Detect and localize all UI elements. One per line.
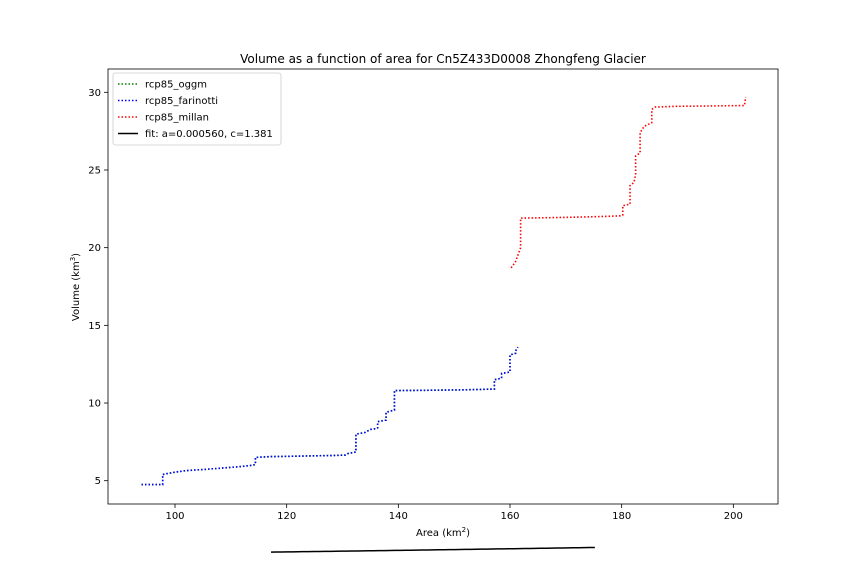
legend: rcp85_oggm rcp85_farinotti rcp85_millanfit… — [112, 72, 282, 146]
y-axis-label: Volume (km3) — [69, 253, 82, 321]
x-tick-label: 100 — [165, 511, 184, 522]
plot-frame — [107, 68, 779, 505]
x-tick-label: 180 — [612, 511, 631, 522]
legend-item-label: fit: a=0.000560, c=1.381 — [145, 129, 273, 140]
y-tick-label: 15 — [88, 321, 101, 332]
legend-box — [112, 72, 282, 146]
y-tick-label: 20 — [88, 243, 101, 254]
x-axis: 100 120 140 160 180 200 — [165, 504, 743, 522]
series-line-rcp85-millan — [510, 96, 747, 269]
y-tick-label: 30 — [88, 88, 101, 99]
y-axis: 5 10 15 20 25 30 — [88, 88, 108, 487]
series-line-fit-a-0-000560-c-1-381 — [271, 546, 595, 553]
y-tick-label: 25 — [88, 165, 101, 176]
x-tick-label: 160 — [500, 511, 519, 522]
legend-item-label: rcp85_oggm — [145, 80, 207, 91]
series-line-rcp85-oggm — [141, 346, 519, 486]
series-layer — [141, 96, 747, 553]
x-axis-label: Area (km2) — [416, 526, 470, 539]
x-tick-label: 200 — [724, 511, 743, 522]
legend-item-label: rcp85_farinotti — [145, 96, 218, 107]
series-line-rcp85-farinotti — [141, 346, 519, 486]
legend-item-label: rcp85_millan — [145, 113, 209, 124]
y-tick-label: 10 — [88, 399, 101, 410]
x-tick-label: 120 — [277, 511, 296, 522]
x-tick-label: 140 — [389, 511, 408, 522]
chart-title: Volume as a function of area for Cn5Z433… — [240, 52, 646, 66]
y-tick-label: 5 — [95, 476, 101, 487]
